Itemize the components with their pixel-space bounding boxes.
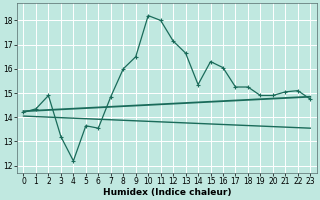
X-axis label: Humidex (Indice chaleur): Humidex (Indice chaleur) — [103, 188, 231, 197]
